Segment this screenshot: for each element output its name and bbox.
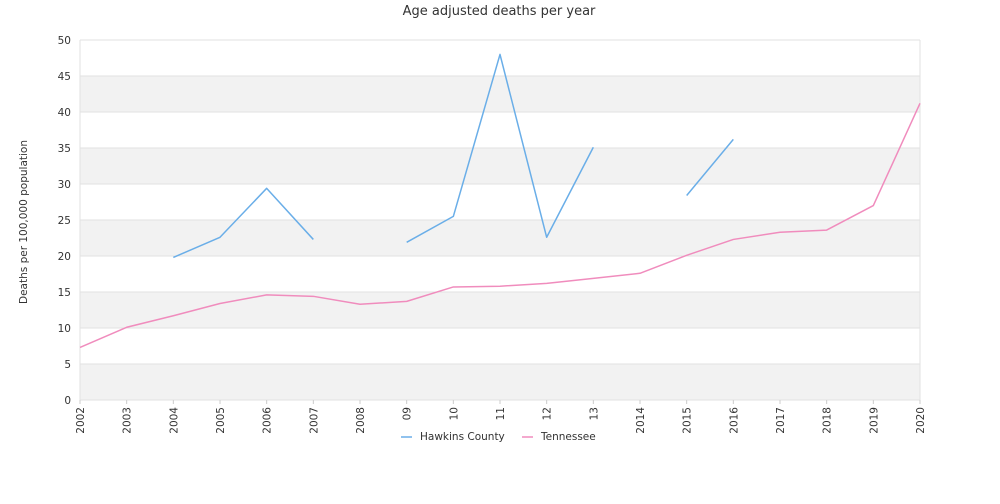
grid-band	[80, 328, 920, 364]
x-tick-label: 2016	[728, 407, 740, 434]
x-tick-label: 11	[495, 407, 507, 420]
y-tick-label: 45	[58, 71, 71, 83]
y-tick-label: 35	[58, 143, 71, 155]
x-tick-label: 2015	[682, 407, 694, 434]
grid-band	[80, 184, 920, 220]
y-tick-label: 40	[58, 107, 71, 119]
y-tick-label: 15	[58, 287, 71, 299]
x-tick-label: 2020	[915, 407, 927, 434]
grid-band	[80, 220, 920, 256]
x-tick-label: 13	[588, 407, 600, 420]
x-tick-label: 2003	[122, 407, 134, 434]
y-tick-label: 10	[58, 323, 71, 335]
x-tick-label: 2006	[262, 407, 274, 434]
grid-band	[80, 292, 920, 328]
y-tick-label: 20	[58, 251, 71, 263]
y-axis-label: Deaths per 100,000 population	[18, 140, 30, 304]
y-tick-label: 0	[64, 395, 71, 407]
grid-band	[80, 148, 920, 184]
grid-band	[80, 40, 920, 76]
y-tick-label: 5	[64, 359, 71, 371]
x-tick-label: 12	[542, 407, 554, 420]
y-tick-label: 25	[58, 215, 71, 227]
x-tick-label: 10	[448, 407, 460, 420]
x-tick-label: 2008	[355, 407, 367, 434]
legend-label: Hawkins County	[420, 431, 505, 443]
grid-band	[80, 364, 920, 400]
x-tick-label: 2014	[635, 407, 647, 434]
x-tick-label: 2019	[868, 407, 880, 434]
y-tick-label: 30	[58, 179, 71, 191]
y-tick-label: 50	[58, 35, 71, 47]
x-tick-label: 2005	[215, 407, 227, 434]
grid-band	[80, 112, 920, 148]
x-tick-label: 2018	[822, 407, 834, 434]
series-line-tennessee	[79, 103, 921, 349]
grid-band	[80, 76, 920, 112]
x-tick-label: 09	[402, 407, 414, 420]
x-tick-label: 2002	[75, 407, 87, 434]
x-tick-label: 2007	[308, 407, 320, 434]
x-tick-label: 2004	[168, 407, 180, 434]
x-tick-label: 2017	[775, 407, 787, 434]
series-line-hawkins-county	[173, 53, 734, 259]
chart-title: Age adjusted deaths per year	[403, 4, 596, 19]
legend-label: Tennessee	[540, 431, 596, 443]
